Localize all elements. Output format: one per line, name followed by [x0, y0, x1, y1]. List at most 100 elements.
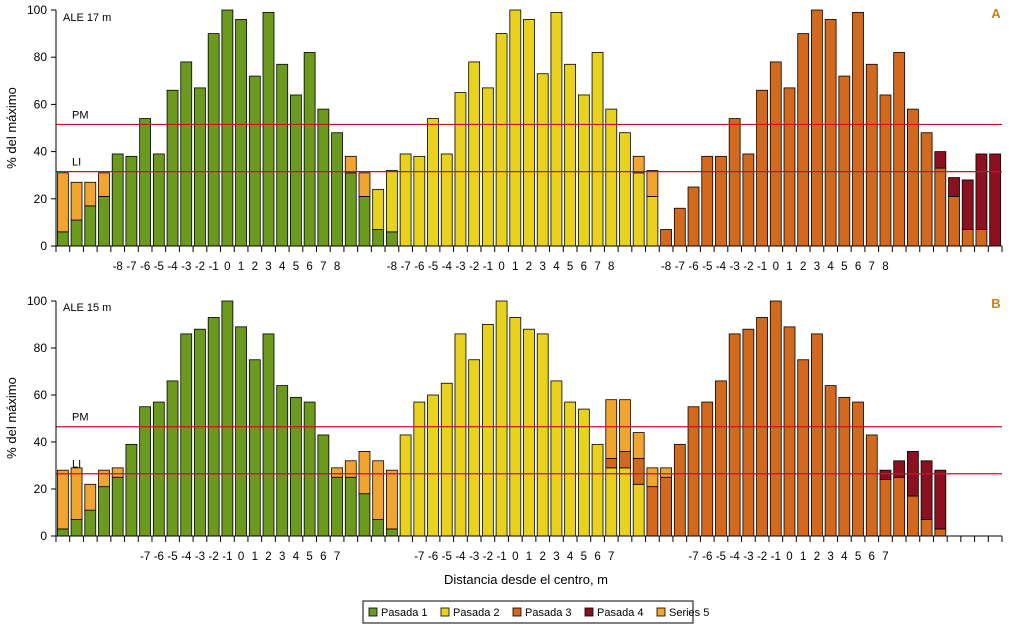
- y-tick-label: 100: [27, 3, 47, 17]
- bar-pasada-3-64: [934, 528, 947, 537]
- bar-pasada-1-18: [303, 401, 316, 537]
- bar-pasada-2-38: [577, 408, 590, 537]
- bar-series-5-2: [84, 483, 97, 511]
- x-tick-label: -4: [455, 551, 466, 563]
- panel-letter: B: [991, 296, 1000, 311]
- x-tick-label: -1: [209, 261, 219, 273]
- bar-pasada-2-31: [481, 87, 494, 247]
- bar-pasada-1-15: [262, 11, 275, 247]
- bar-pasada-2-25: [399, 434, 412, 537]
- bar-pasada-1-17: [290, 94, 302, 247]
- legend-box: [362, 600, 694, 624]
- x-tick-label: -2: [757, 551, 767, 563]
- bar-pasada-2-43: [646, 196, 659, 247]
- bar-pasada-2-30: [468, 61, 481, 247]
- x-tick-label: 8: [608, 261, 614, 273]
- x-tick-label: -4: [716, 261, 727, 273]
- bar-pasada-1-9: [180, 333, 193, 537]
- bar-pasada-1-21: [344, 172, 357, 247]
- bar-pasada-1-24: [386, 231, 398, 247]
- y-tick-label: 20: [34, 192, 48, 206]
- x-tick-label: 1: [786, 261, 792, 273]
- x-tick-label: -3: [469, 551, 479, 563]
- x-tick-label: -5: [428, 261, 438, 273]
- x-tick-label: 6: [320, 551, 326, 563]
- bar-pasada-1-21: [344, 476, 357, 537]
- bar-pasada-2-37: [564, 401, 577, 537]
- x-tick-label: 1: [800, 551, 806, 563]
- bar-series-5-4: [111, 467, 124, 478]
- x-tick-label: 6: [581, 261, 587, 273]
- bar-pasada-3-40: [605, 458, 618, 469]
- x-tick-label: -5: [716, 551, 726, 563]
- bar-pasada-4-65: [948, 177, 960, 197]
- bar-pasada-1-0: [56, 231, 69, 247]
- bar-pasada-2-28: [440, 382, 453, 537]
- x-tick-label: 7: [882, 551, 888, 563]
- x-tick-label: -4: [167, 261, 178, 273]
- bar-pasada-1-7: [152, 153, 165, 247]
- bar-pasada-2-26: [413, 155, 426, 247]
- bar-pasada-3-54: [797, 359, 810, 537]
- bar-pasada-2-27: [427, 118, 439, 247]
- x-tick-label: 8: [334, 261, 340, 273]
- bar-series-5-40: [605, 399, 618, 459]
- bar-pasada-1-10: [194, 87, 206, 247]
- x-tick-label: 5: [293, 261, 299, 273]
- x-tick-label: 4: [841, 551, 848, 563]
- x-tick-label: 5: [855, 551, 861, 563]
- x-tick-label: 3: [827, 551, 833, 563]
- x-tick-label: 1: [526, 551, 532, 563]
- bar-pasada-1-1: [70, 519, 83, 537]
- bar-pasada-4-67: [975, 153, 988, 230]
- bar-pasada-2-36: [550, 380, 563, 537]
- bar-pasada-4-64: [934, 151, 947, 169]
- bar-pasada-3-61: [893, 476, 906, 537]
- x-tick-label: -7: [414, 551, 424, 563]
- x-tick-label: 5: [581, 551, 587, 563]
- bar-pasada-4-64: [934, 469, 947, 530]
- bar-series-5-22: [358, 172, 371, 197]
- reference-label-li: LI: [72, 459, 81, 471]
- x-tick-label: 7: [869, 261, 875, 273]
- x-tick-label: 2: [800, 261, 806, 273]
- x-tick-label: -2: [195, 261, 205, 273]
- x-tick-label: -6: [140, 261, 150, 273]
- x-tick-label: 7: [320, 261, 326, 273]
- x-tick-label: -7: [140, 551, 150, 563]
- bar-pasada-1-16: [276, 63, 289, 247]
- x-tick-label: -4: [730, 551, 741, 563]
- bar-pasada-3-55: [811, 9, 823, 247]
- y-tick-label: 0: [40, 239, 47, 253]
- x-tick-label: -2: [209, 551, 219, 563]
- bar-pasada-1-2: [84, 509, 97, 537]
- bar-pasada-3-57: [838, 75, 851, 247]
- x-axis-label: Distancia desde el centro, m: [444, 572, 608, 587]
- bar-pasada-2-25: [399, 153, 412, 247]
- bar-pasada-2-41: [619, 467, 631, 537]
- x-tick-label: 4: [827, 261, 834, 273]
- bar-pasada-1-4: [111, 476, 124, 537]
- bar-pasada-3-52: [769, 300, 782, 537]
- bar-pasada-2-24: [386, 170, 398, 233]
- x-tick-label: -3: [181, 261, 191, 273]
- x-tick-label: 7: [594, 261, 600, 273]
- x-tick-label: -7: [400, 261, 410, 273]
- bar-pasada-1-11: [207, 33, 220, 247]
- x-tick-label: -3: [730, 261, 740, 273]
- bar-pasada-3-53: [783, 87, 796, 247]
- bar-pasada-4-68: [989, 153, 1002, 247]
- x-tick-label: -7: [675, 261, 685, 273]
- bar-pasada-2-37: [564, 63, 577, 247]
- x-tick-label: 6: [306, 261, 312, 273]
- bar-series-5-3: [98, 469, 110, 488]
- x-tick-label: -5: [167, 551, 177, 563]
- legend-swatch-pasada-2: [440, 607, 450, 617]
- bar-series-5-23: [372, 460, 385, 520]
- bar-pasada-1-24: [386, 528, 398, 537]
- bar-pasada-2-40: [605, 108, 618, 247]
- bar-pasada-1-16: [276, 385, 289, 537]
- legend-swatch-series-5: [656, 607, 666, 617]
